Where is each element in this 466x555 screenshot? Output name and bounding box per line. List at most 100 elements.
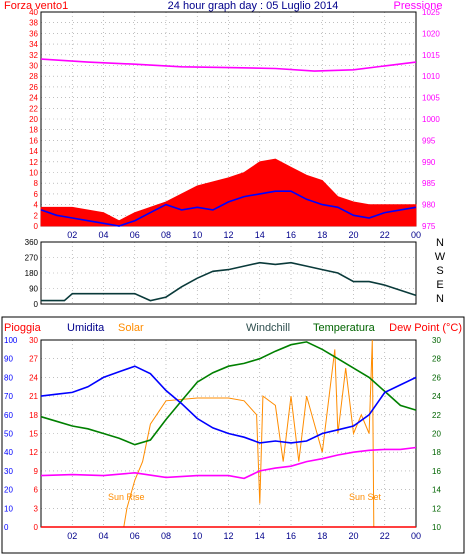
- humidity-tick-label: 30: [4, 467, 13, 476]
- wind-tick-label: 24: [29, 94, 38, 103]
- wind-gust-area: [40, 158, 417, 227]
- pressure-line: [40, 58, 417, 72]
- x-tick-label: 12: [223, 230, 233, 240]
- x-tick-label: 16: [286, 531, 296, 541]
- x-tick-label: 02: [67, 230, 77, 240]
- pressure-tick-label: 1015: [422, 51, 440, 60]
- x-tick-label: 18: [317, 230, 327, 240]
- x-tick-label: 22: [380, 531, 390, 541]
- temperature-tick-label: 28: [432, 355, 441, 364]
- wind-tick-label: 14: [29, 147, 38, 156]
- humidity-line: [40, 365, 417, 444]
- pressure-axis-label: Pressione: [394, 0, 443, 12]
- rain-tick-label: 21: [29, 392, 38, 401]
- wind-speed-line: [40, 190, 417, 227]
- x-tick-label: 04: [98, 230, 108, 240]
- humidity-y-ticks: 0 10 20 30 40 50 60 70 80 90 100: [4, 336, 18, 532]
- temperature-y-ticks: 10 12 14 16 18 20 22 24 26 28 30: [432, 336, 441, 532]
- pressure-y-ticks: 975 980 985 990 995 1000 1005 1010 1015 1020 1025: [422, 8, 440, 231]
- wind-tick-label: 8: [34, 179, 39, 188]
- direction-tick-label: 270: [25, 254, 39, 263]
- wind-tick-label: 36: [29, 29, 38, 38]
- humidity-tick-label: 80: [4, 373, 13, 382]
- pressure-tick-label: 1010: [422, 72, 440, 81]
- x-tick-label: 04: [98, 531, 108, 541]
- rain-tick-label: 3: [34, 504, 39, 513]
- direction-tick-label: 90: [29, 285, 38, 294]
- wind-tick-label: 6: [34, 190, 39, 199]
- temperature-tick-label: 10: [432, 523, 441, 532]
- direction-line: [41, 261, 417, 302]
- rain-tick-label: 30: [29, 336, 38, 345]
- wind-tick-label: 0: [34, 222, 39, 231]
- humidity-tick-label: 20: [4, 486, 13, 495]
- dew-point-line: [40, 446, 417, 480]
- wind-x-ticks: 02 04 06 08 10 12 14 16 18 20 22 00: [67, 230, 421, 240]
- direction-tick-label: 0: [34, 300, 39, 309]
- temperature-tick-label: 30: [432, 336, 441, 345]
- temperature-tick-label: 22: [432, 411, 441, 420]
- rain-tick-label: 0: [34, 523, 39, 532]
- legend-solar: Solar: [118, 322, 144, 334]
- compass-letter: N: [436, 237, 444, 249]
- temperature-line: [40, 341, 417, 446]
- legend-temperatura: Temperatura: [313, 322, 376, 334]
- wind-tick-label: 10: [29, 169, 38, 178]
- direction-tick-label: 360: [25, 238, 39, 247]
- rain-tick-label: 12: [29, 448, 38, 457]
- x-tick-label: 10: [192, 531, 202, 541]
- wind-tick-label: 18: [29, 126, 38, 135]
- pressure-tick-label: 985: [422, 179, 436, 188]
- rain-tick-label: 18: [29, 411, 38, 420]
- x-tick-label: 16: [286, 230, 296, 240]
- wind-series: [40, 58, 417, 227]
- pressure-tick-label: 1000: [422, 115, 440, 124]
- humidity-tick-label: 50: [4, 430, 13, 439]
- legend-dew-point: Dew Point (°C): [389, 322, 462, 334]
- legend-pioggia: Pioggia: [4, 322, 42, 334]
- humidity-tick-label: 10: [4, 504, 13, 513]
- pressure-tick-label: 1005: [422, 94, 440, 103]
- humidity-tick-label: 100: [4, 336, 18, 345]
- wind-tick-label: 16: [29, 136, 38, 145]
- temp-series: [40, 339, 417, 528]
- humidity-tick-label: 0: [4, 523, 9, 532]
- rain-tick-label: 6: [34, 486, 39, 495]
- x-tick-label: 00: [411, 531, 421, 541]
- x-tick-label: 06: [130, 531, 140, 541]
- x-tick-label: 02: [67, 531, 77, 541]
- temperature-tick-label: 26: [432, 373, 441, 382]
- x-tick-label: 14: [255, 531, 265, 541]
- humidity-tick-label: 40: [4, 448, 13, 457]
- compass-letter: S: [436, 265, 443, 277]
- direction-y-ticks: 0 90 180 270 360: [25, 238, 39, 309]
- humidity-tick-label: 70: [4, 392, 13, 401]
- direction-chart-grid: [41, 242, 416, 304]
- x-tick-label: 08: [161, 230, 171, 240]
- compass-letter: W: [435, 251, 446, 263]
- temperature-tick-label: 18: [432, 448, 441, 457]
- rain-tick-label: 24: [29, 373, 38, 382]
- rain-tick-label: 15: [29, 430, 38, 439]
- sunset-annotation: Sun Set: [349, 492, 382, 502]
- x-tick-label: 08: [161, 531, 171, 541]
- wind-tick-label: 20: [29, 115, 38, 124]
- temp-chart-frame-outer: [1, 316, 465, 554]
- wind-tick-label: 22: [29, 104, 38, 113]
- temperature-tick-label: 20: [432, 430, 441, 439]
- wind-tick-label: 12: [29, 158, 38, 167]
- temp-x-ticks: 02 04 06 08 10 12 14 16 18 20 22 00: [67, 531, 421, 541]
- rain-tick-label: 9: [34, 467, 39, 476]
- direction-series: [41, 261, 417, 302]
- wind-tick-label: 30: [29, 62, 38, 71]
- wind-tick-label: 4: [34, 201, 39, 210]
- rain-tick-label: 27: [29, 355, 38, 364]
- temperature-tick-label: 16: [432, 467, 441, 476]
- direction-tick-label: 180: [25, 269, 39, 278]
- x-tick-label: 06: [130, 230, 140, 240]
- pressure-tick-label: 980: [422, 201, 436, 210]
- temperature-tick-label: 14: [432, 486, 441, 495]
